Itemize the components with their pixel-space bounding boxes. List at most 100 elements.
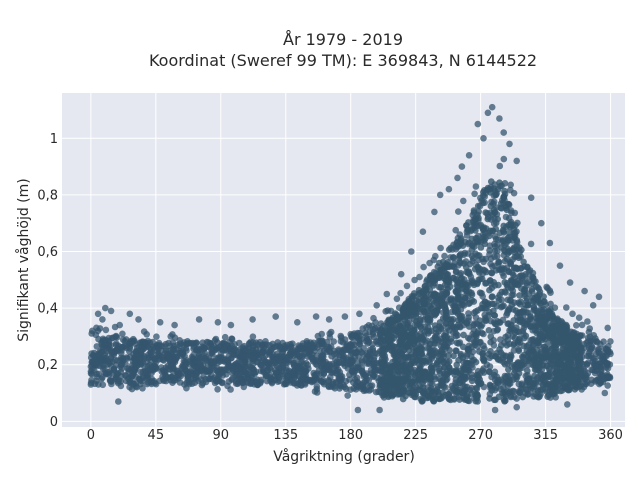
data-point — [462, 295, 469, 302]
data-point — [96, 352, 103, 359]
data-point — [479, 276, 486, 283]
data-point — [599, 363, 606, 370]
data-point — [581, 288, 588, 295]
data-point — [283, 355, 290, 362]
data-point — [198, 362, 205, 369]
data-point — [482, 209, 489, 216]
data-point — [557, 262, 564, 269]
data-point — [455, 290, 462, 297]
data-point — [95, 311, 102, 318]
y-tick-label: 0,2 — [37, 358, 58, 373]
data-point — [575, 353, 582, 360]
data-point — [89, 366, 96, 373]
data-point — [553, 357, 560, 364]
data-point — [541, 314, 548, 321]
data-point — [491, 209, 498, 216]
data-point — [371, 360, 378, 367]
data-point — [463, 396, 470, 403]
data-point — [448, 323, 455, 330]
data-point — [487, 228, 494, 235]
data-point — [465, 367, 472, 374]
data-point — [496, 297, 503, 304]
data-point — [569, 311, 576, 318]
data-point — [133, 374, 140, 381]
data-point — [506, 269, 513, 276]
data-point — [517, 309, 524, 316]
data-point — [272, 313, 279, 320]
data-point — [116, 377, 123, 384]
data-point — [447, 245, 454, 252]
data-point — [500, 194, 507, 201]
data-point — [135, 316, 142, 323]
data-point — [193, 371, 200, 378]
data-point — [420, 264, 427, 271]
data-point — [564, 355, 571, 362]
data-point — [125, 375, 132, 382]
data-point — [441, 334, 448, 341]
data-point — [355, 407, 362, 414]
data-point — [538, 351, 545, 358]
data-point — [500, 273, 507, 280]
data-point — [460, 332, 467, 339]
data-point — [481, 357, 488, 364]
data-point — [304, 362, 311, 369]
data-point — [476, 322, 483, 329]
data-point — [584, 318, 591, 325]
data-point — [485, 110, 492, 117]
data-point — [454, 388, 461, 395]
data-point — [588, 380, 595, 387]
data-point — [318, 331, 325, 338]
data-point — [544, 285, 551, 292]
data-point — [498, 200, 505, 207]
data-point — [133, 383, 140, 390]
data-point — [431, 310, 438, 317]
data-point — [519, 318, 526, 325]
data-point — [251, 343, 258, 350]
data-point — [521, 335, 528, 342]
data-point — [441, 364, 448, 371]
data-point — [442, 282, 449, 289]
data-point — [140, 369, 147, 376]
data-point — [507, 356, 514, 363]
data-point — [371, 373, 378, 380]
data-point — [487, 382, 494, 389]
data-point — [480, 226, 487, 233]
data-point — [100, 382, 107, 389]
data-point — [504, 342, 511, 349]
data-point — [426, 260, 433, 267]
data-point — [531, 373, 538, 380]
data-point — [140, 346, 147, 353]
data-point — [528, 194, 535, 201]
data-point — [93, 371, 100, 378]
data-point — [477, 289, 484, 296]
data-point — [440, 383, 447, 390]
data-point — [519, 278, 526, 285]
data-point — [115, 398, 122, 405]
data-point — [532, 361, 539, 368]
y-tick-label: 0,4 — [37, 302, 58, 317]
data-point — [465, 314, 472, 321]
data-point — [372, 325, 379, 332]
data-point — [463, 287, 470, 294]
data-point — [546, 331, 553, 338]
data-point — [411, 337, 418, 344]
data-point — [456, 396, 463, 403]
x-tick-label: 0 — [87, 428, 95, 443]
data-point — [560, 341, 567, 348]
data-point — [400, 308, 407, 315]
data-point — [116, 322, 123, 329]
data-point — [440, 344, 447, 351]
data-point — [457, 313, 464, 320]
data-point — [337, 377, 344, 384]
data-point — [504, 207, 511, 214]
data-point — [158, 343, 165, 350]
data-point — [427, 287, 434, 294]
data-point — [573, 322, 580, 329]
data-point — [428, 273, 435, 280]
data-point — [469, 253, 476, 260]
data-point — [291, 374, 298, 381]
data-point — [406, 347, 413, 354]
data-point — [298, 366, 305, 373]
data-point — [265, 362, 272, 369]
data-point — [596, 294, 603, 301]
